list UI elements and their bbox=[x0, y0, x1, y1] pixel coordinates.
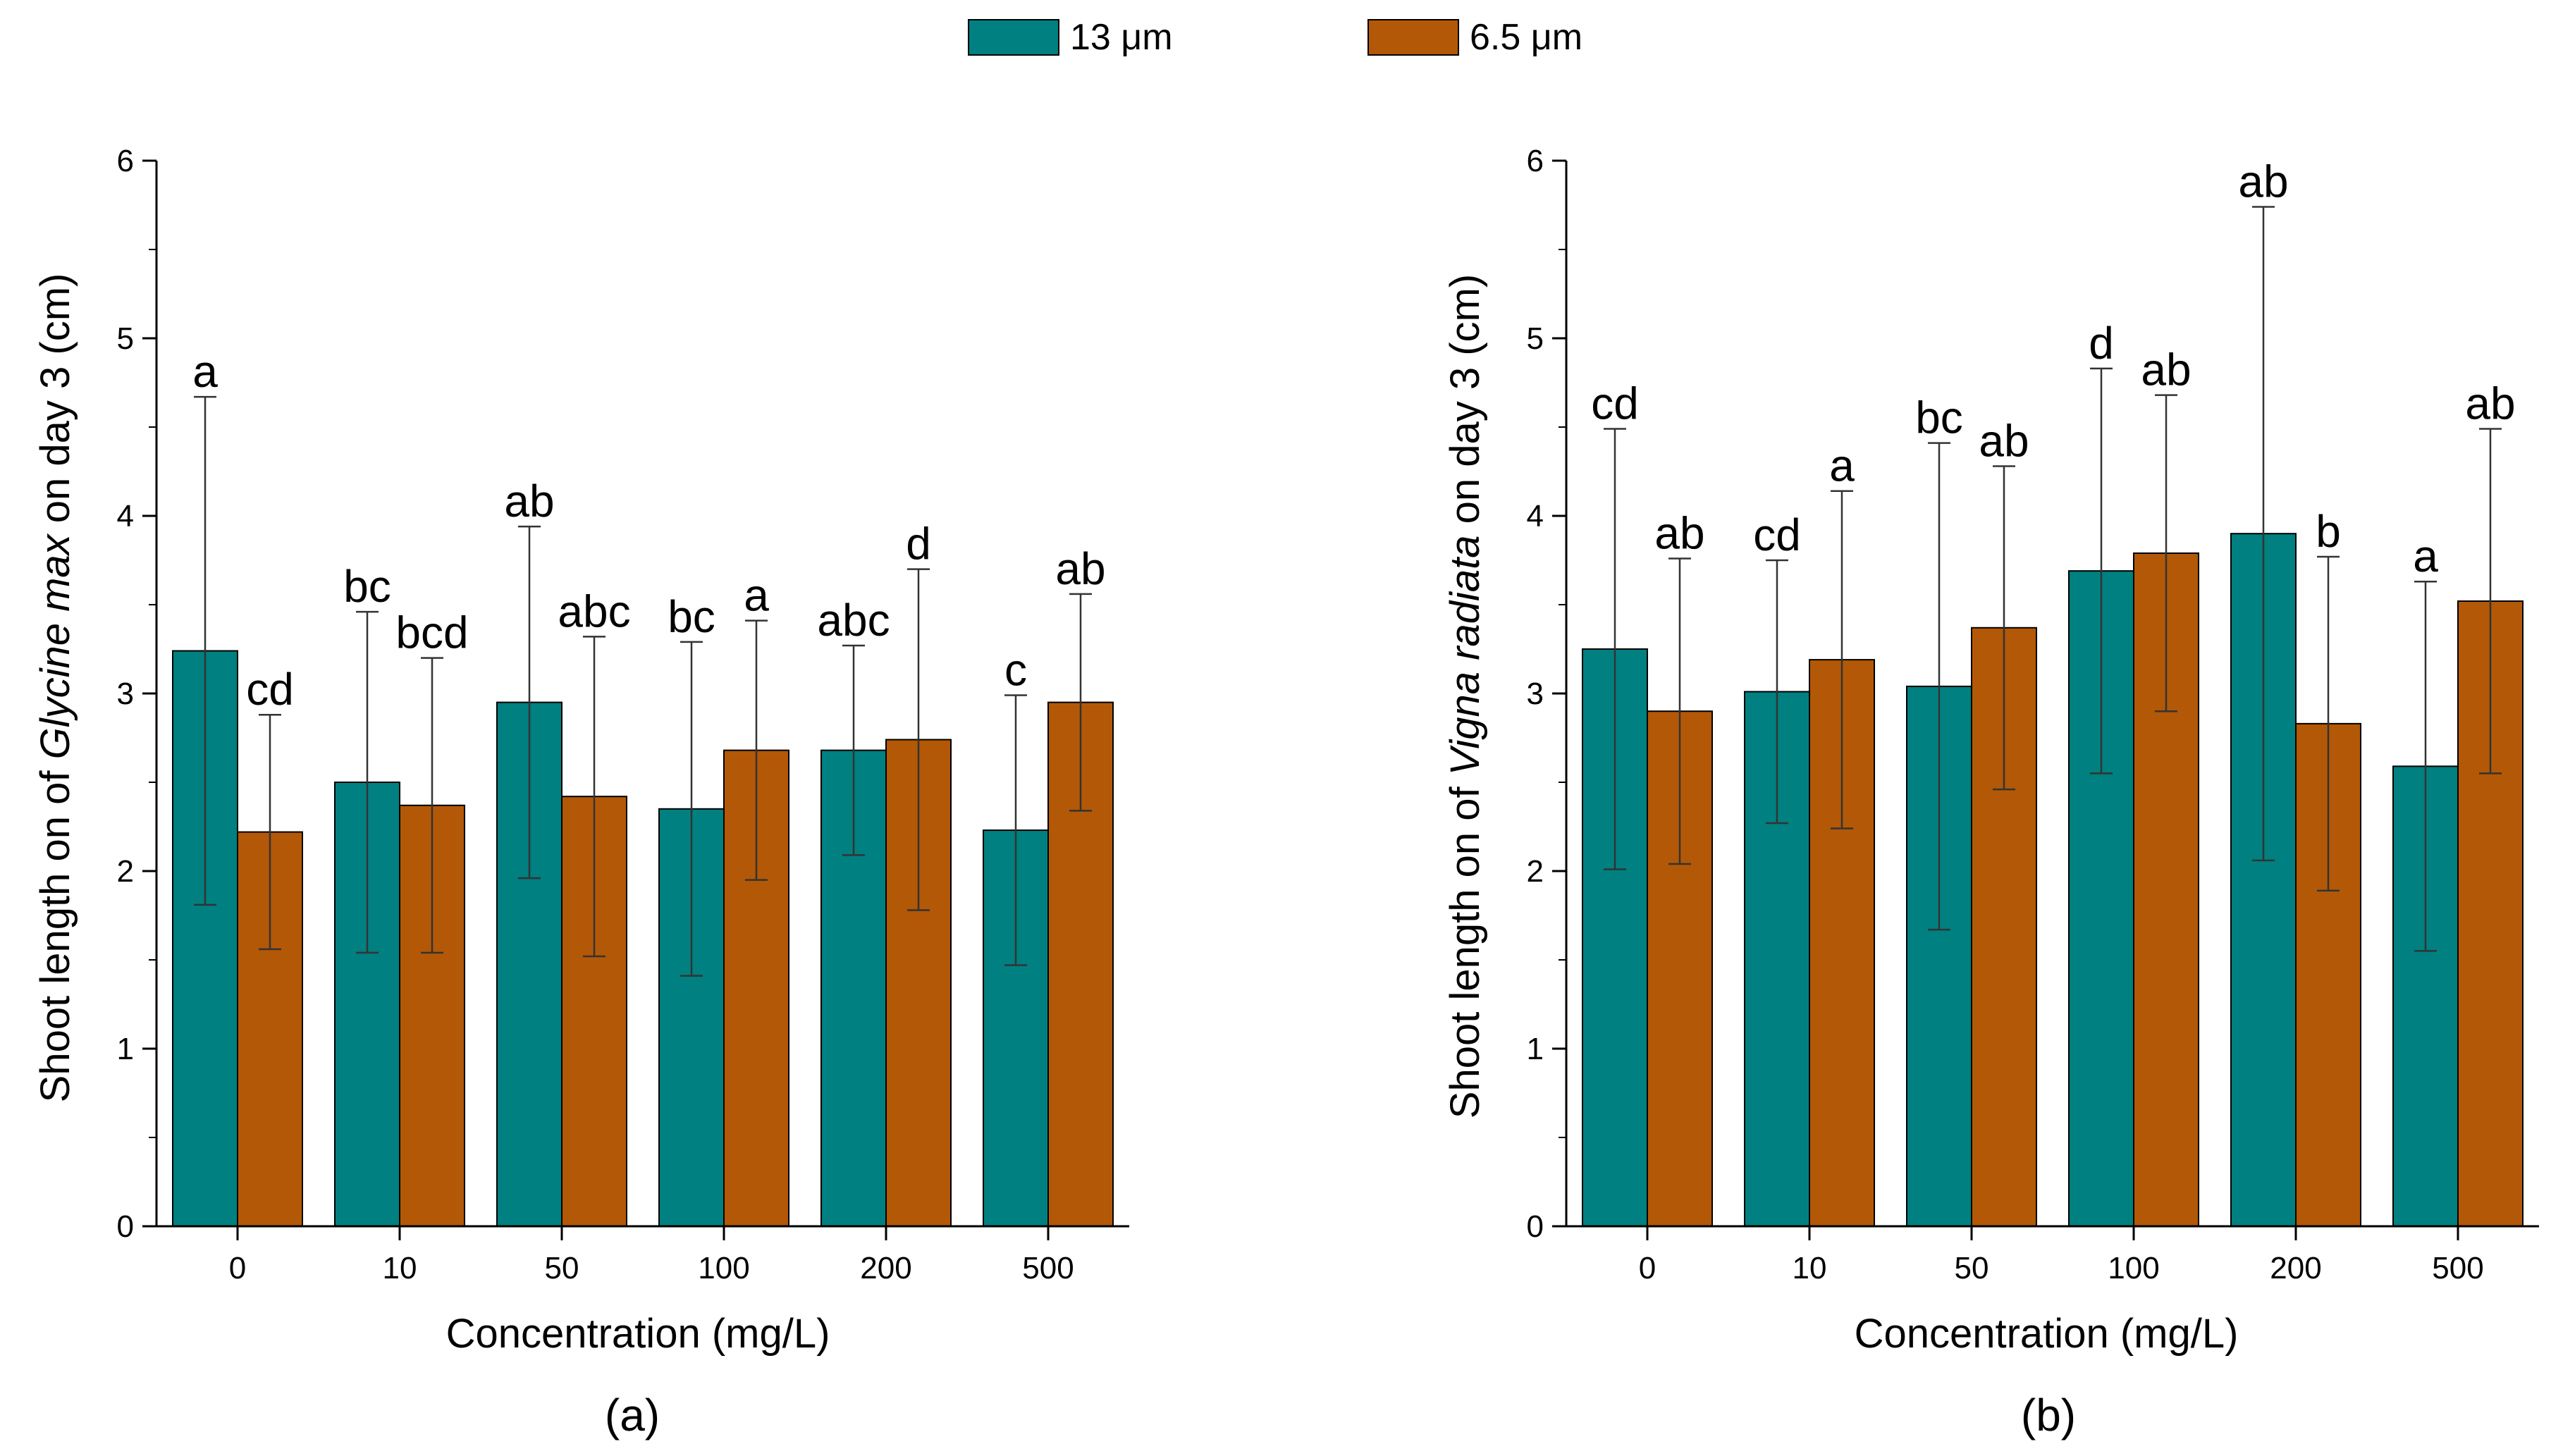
y-axis-title-b: Shoot length on of Vigna radiata on day … bbox=[1442, 274, 1488, 1118]
x-tick-label-a-2: 50 bbox=[545, 1251, 579, 1285]
x-tick-label-b-0: 0 bbox=[1639, 1251, 1656, 1285]
panel-label-b: (b) bbox=[2021, 1390, 2076, 1440]
significance-label-b-s0-c5: a bbox=[2413, 531, 2438, 581]
significance-label-a-s1-c2: abc bbox=[558, 586, 630, 636]
x-tick-label-b-3: 100 bbox=[2108, 1251, 2159, 1285]
x-tick-label-a-0: 0 bbox=[229, 1251, 246, 1285]
significance-label-a-s0-c2: ab bbox=[504, 476, 554, 526]
significance-label-a-s0-c5: c bbox=[1004, 645, 1027, 696]
significance-label-a-s1-c3: a bbox=[744, 570, 769, 621]
significance-label-a-s0-c4: abc bbox=[817, 595, 890, 646]
y-tick-label-a-2: 2 bbox=[117, 854, 134, 889]
significance-label-a-s0-c0: a bbox=[192, 346, 218, 397]
y-tick-label-a-5: 5 bbox=[117, 321, 134, 356]
panel-label-a: (a) bbox=[605, 1390, 660, 1440]
x-axis-title-b: Concentration (mg/L) bbox=[1855, 1311, 2239, 1357]
y-tick-label-b-4: 4 bbox=[1527, 499, 1544, 533]
significance-label-a-s1-c1: bcd bbox=[395, 607, 468, 658]
legend: 13 μm 6.5 μm bbox=[968, 17, 1582, 58]
x-tick-label-a-5: 500 bbox=[1022, 1251, 1074, 1285]
y-axis-title-b-post: on day 3 (cm) bbox=[1442, 274, 1488, 536]
significance-label-b-s1-c1: a bbox=[1829, 440, 1855, 491]
y-tick-label-a-3: 3 bbox=[117, 677, 134, 711]
x-tick-label-a-3: 100 bbox=[698, 1251, 749, 1285]
x-tick-label-a-4: 200 bbox=[860, 1251, 911, 1285]
significance-label-b-s0-c1: cd bbox=[1753, 510, 1801, 560]
y-tick-label-a-4: 4 bbox=[117, 499, 134, 533]
legend-label-6.5um: 6.5 μm bbox=[1470, 17, 1582, 58]
significance-label-b-s0-c0: cd bbox=[1591, 378, 1639, 429]
legend-swatch-6.5um bbox=[1367, 19, 1459, 56]
x-tick-label-b-2: 50 bbox=[1955, 1251, 1989, 1285]
significance-label-b-s1-c5: ab bbox=[2465, 378, 2515, 429]
y-tick-label-b-5: 5 bbox=[1527, 321, 1544, 356]
significance-label-a-s1-c4: d bbox=[906, 519, 931, 569]
y-axis-title-b-pre: Shoot length on of bbox=[1442, 775, 1488, 1118]
significance-label-b-s0-c4: ab bbox=[2238, 156, 2288, 207]
significance-label-b-s1-c0: ab bbox=[1654, 507, 1704, 558]
y-axis-title-b-species: Vigna radiata bbox=[1442, 535, 1488, 775]
x-axis-title-a: Concentration (mg/L) bbox=[446, 1311, 830, 1357]
significance-label-a-s1-c5: ab bbox=[1055, 543, 1105, 594]
y-tick-label-b-0: 0 bbox=[1527, 1209, 1544, 1244]
legend-label-13um: 13 μm bbox=[1070, 17, 1173, 58]
y-axis-title-a: Shoot length on of Glycine max on day 3 … bbox=[32, 273, 78, 1103]
significance-label-a-s1-c0: cd bbox=[246, 664, 294, 715]
y-tick-label-b-6: 6 bbox=[1527, 144, 1544, 178]
y-axis-title-a-pre: Shoot length on of bbox=[32, 759, 78, 1102]
x-tick-label-b-4: 200 bbox=[2270, 1251, 2321, 1285]
legend-swatch-13um bbox=[968, 19, 1059, 56]
y-tick-label-a-1: 1 bbox=[117, 1032, 134, 1066]
y-tick-label-b-3: 3 bbox=[1527, 677, 1544, 711]
y-tick-label-a-0: 0 bbox=[117, 1209, 134, 1244]
significance-label-b-s1-c2: ab bbox=[1979, 415, 2029, 466]
y-axis-title-a-species: Glycine max bbox=[32, 533, 78, 759]
y-tick-label-b-2: 2 bbox=[1527, 854, 1544, 889]
significance-label-b-s1-c3: ab bbox=[2141, 345, 2191, 395]
x-tick-label-b-1: 10 bbox=[1793, 1251, 1827, 1285]
significance-label-a-s0-c3: bc bbox=[668, 591, 715, 642]
x-tick-label-a-1: 10 bbox=[383, 1251, 417, 1285]
y-tick-label-b-1: 1 bbox=[1527, 1032, 1544, 1066]
significance-label-b-s0-c3: d bbox=[2089, 318, 2114, 369]
y-axis-title-a-post: on day 3 (cm) bbox=[32, 273, 78, 535]
y-tick-label-a-6: 6 bbox=[117, 144, 134, 178]
x-tick-label-b-5: 500 bbox=[2432, 1251, 2483, 1285]
significance-label-a-s0-c1: bc bbox=[343, 561, 391, 612]
significance-label-b-s0-c2: bc bbox=[1915, 393, 1963, 443]
significance-label-b-s1-c4: b bbox=[2316, 506, 2341, 557]
